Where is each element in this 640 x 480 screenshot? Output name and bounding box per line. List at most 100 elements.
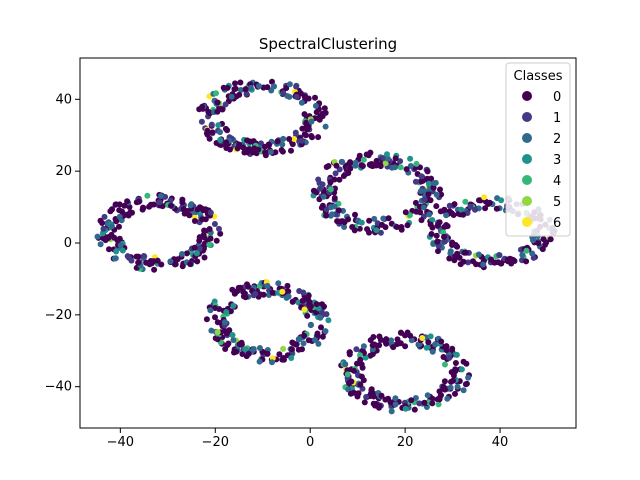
data-point [373,162,380,169]
data-point [201,254,208,261]
data-point [426,211,433,218]
data-point [441,206,448,213]
data-point [242,346,249,353]
data-point [224,342,231,349]
data-point [288,355,295,361]
data-point [288,346,295,353]
legend-marker [522,217,532,227]
data-point [345,170,352,176]
data-point [116,223,122,230]
legend-title: Classes [514,69,563,84]
data-point [377,163,384,170]
data-point [434,222,441,229]
data-point [179,251,185,257]
data-point [392,164,398,171]
data-point [296,336,303,343]
data-point [245,283,252,290]
data-point [360,377,367,384]
data-point [398,224,405,230]
data-point [113,248,120,255]
data-point [208,121,215,128]
data-point [493,205,500,212]
data-point [322,109,329,116]
data-point [99,230,106,237]
data-point [202,216,209,223]
data-point [269,78,275,85]
data-point [318,324,324,331]
data-point [350,367,357,374]
legend: Classes 0 1 2 3 4 5 6 [505,62,571,237]
data-point [321,303,327,310]
data-point [437,186,443,193]
data-point [196,237,203,244]
data-point [413,208,420,215]
data-point [402,209,409,216]
data-point [388,337,395,344]
data-point [435,248,441,255]
data-point [252,290,259,297]
data-point [380,155,387,162]
data-point [359,364,366,371]
data-point [446,354,453,361]
data-point [187,202,194,209]
data-point [362,354,369,361]
data-point [281,356,287,363]
y-tick-label: 0 [64,236,72,251]
data-point [221,327,228,334]
data-point [481,194,488,201]
data-point [196,106,203,113]
data-point [344,371,351,378]
data-point [371,341,378,348]
data-point [382,160,389,167]
data-point [427,333,434,340]
data-point [442,361,448,368]
data-point [450,212,457,218]
data-point [352,211,358,218]
data-point [264,282,271,289]
data-point [425,191,432,198]
data-point [373,227,380,234]
data-point [270,83,277,90]
data-point [357,356,364,363]
data-point [366,217,373,224]
data-point [424,392,431,399]
data-point [269,289,276,296]
legend-label: 6 [553,216,561,231]
data-point [279,288,286,295]
data-point [320,193,327,200]
data-point [157,193,164,199]
data-point [418,173,425,180]
data-point [332,170,339,177]
data-point [187,261,194,268]
data-point [382,224,389,231]
data-point [117,242,124,249]
data-point [460,258,467,265]
data-point [298,99,305,106]
data-point [143,259,150,266]
data-point [363,394,370,400]
data-point [432,341,439,348]
data-point [376,342,383,349]
data-point [427,197,434,204]
data-point [449,345,456,352]
data-point [535,240,542,247]
data-point [340,173,347,179]
data-point [214,336,221,343]
y-tick-label: 20 [55,164,72,179]
data-point [454,243,461,250]
data-point [237,87,244,93]
data-point [430,184,437,191]
legend-label: 5 [553,195,561,210]
data-point [339,158,346,165]
data-point [135,259,142,266]
data-point [357,352,363,359]
data-point [325,317,332,324]
data-point [285,288,292,295]
legend-marker [522,196,532,206]
data-point [368,386,375,393]
data-point [438,338,445,345]
data-point [347,160,353,167]
data-point [222,101,229,108]
data-point [367,337,374,344]
